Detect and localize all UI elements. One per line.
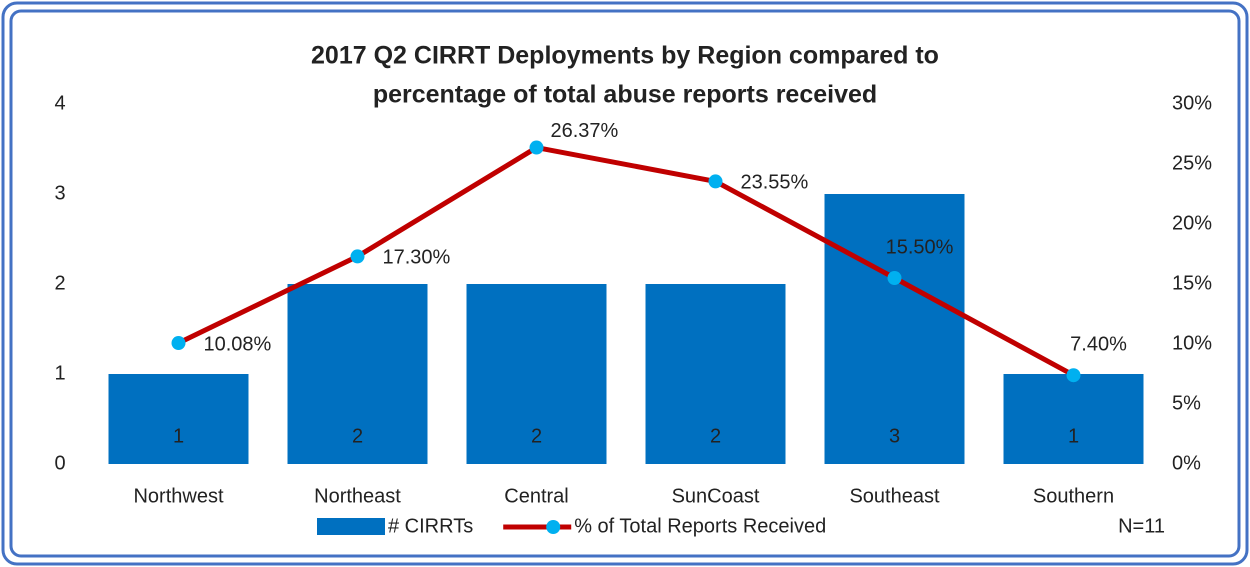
bar-value-label: 2 xyxy=(531,425,542,447)
line xyxy=(177,145,1075,378)
legend-label: % of Total Reports Received xyxy=(574,515,826,537)
bar xyxy=(645,284,786,464)
line-value-label: 10.08% xyxy=(204,333,272,355)
line-marker xyxy=(1066,368,1081,383)
line-marker xyxy=(171,336,186,351)
line-value-label: 15.50% xyxy=(886,236,954,258)
line-marker xyxy=(529,140,544,155)
line-marker xyxy=(887,271,902,285)
y2-tick-label: 20% xyxy=(1172,212,1212,234)
bar xyxy=(1003,374,1144,464)
line-marker xyxy=(708,174,723,189)
bar xyxy=(108,374,249,464)
bar-value-label: 3 xyxy=(889,425,900,447)
bar xyxy=(466,284,607,464)
chart-title: 2017 Q2 CIRRT Deployments by Region comp… xyxy=(311,42,939,70)
line-value-label: 23.55% xyxy=(741,172,809,194)
chart-title: percentage of total abuse reports receiv… xyxy=(373,81,877,109)
x-tick-label: Central xyxy=(504,485,568,507)
frame-inner xyxy=(9,9,1241,558)
bar-value-label: 1 xyxy=(173,425,184,447)
bar-value-label: 1 xyxy=(1068,425,1079,447)
annotation: N=11 xyxy=(1118,515,1165,537)
x-tick-label: Southern xyxy=(1033,485,1114,507)
y-tick-label: 3 xyxy=(54,182,65,204)
y2-tick-label: 10% xyxy=(1172,332,1212,354)
y-tick-label: 4 xyxy=(54,92,65,114)
x-tick-label: Southeast xyxy=(849,485,940,507)
y-tick-label: 0 xyxy=(54,452,65,474)
legend-swatch-marker xyxy=(546,520,561,534)
y2-tick-label: 25% xyxy=(1172,152,1212,174)
line-value-label: 7.40% xyxy=(1070,333,1127,355)
y-tick-label: 1 xyxy=(54,362,65,384)
y2-tick-label: 15% xyxy=(1172,272,1212,294)
legend-swatch xyxy=(317,518,385,535)
x-tick-label: Northeast xyxy=(314,485,401,507)
y2-tick-label: 30% xyxy=(1172,92,1212,114)
bar-value-label: 2 xyxy=(352,425,363,447)
y2-tick-label: 0% xyxy=(1172,452,1201,474)
y2-tick-label: 5% xyxy=(1172,392,1201,414)
x-tick-label: SunCoast xyxy=(672,485,760,507)
x-tick-label: Northwest xyxy=(133,485,223,507)
line-value-label: 26.37% xyxy=(551,120,619,142)
legend-label: # CIRRTs xyxy=(388,515,473,537)
line-marker xyxy=(350,249,365,264)
bar-value-label: 2 xyxy=(710,425,721,447)
y-tick-label: 2 xyxy=(54,272,65,294)
bar xyxy=(287,284,428,464)
bar xyxy=(824,194,965,464)
line-value-label: 17.30% xyxy=(383,247,451,269)
